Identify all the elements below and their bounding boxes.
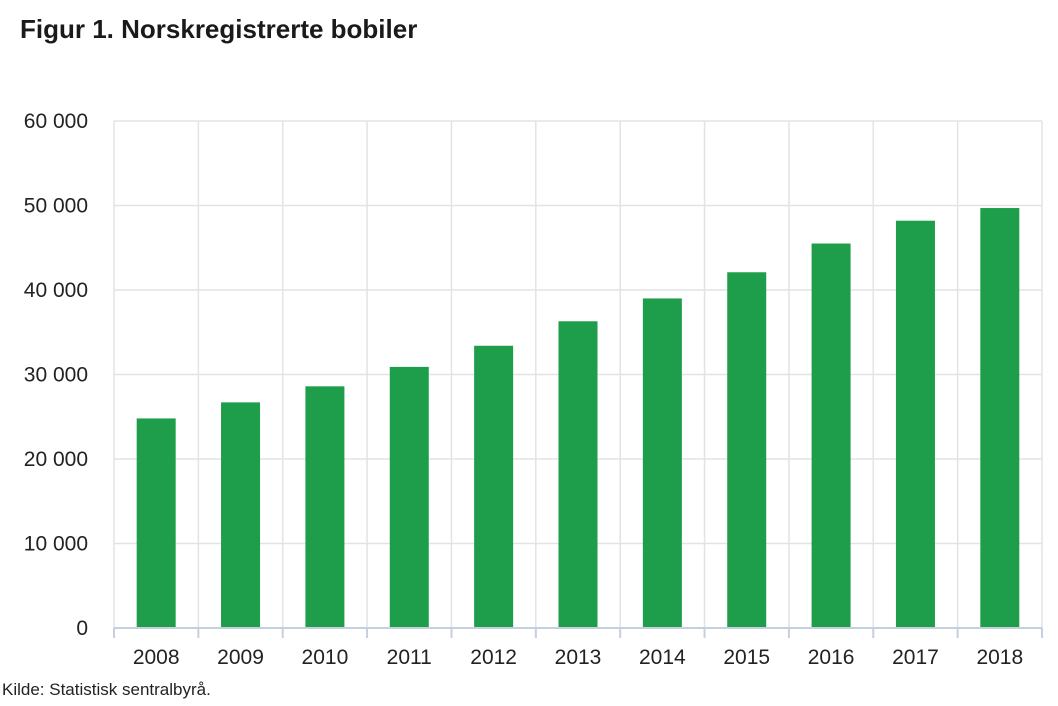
bar-2016	[811, 243, 851, 628]
bar-2011	[389, 366, 429, 628]
bar-2012	[474, 345, 514, 628]
bar-2008	[136, 418, 176, 628]
bar-2010	[305, 386, 345, 628]
bars	[136, 208, 1020, 628]
bar-2009	[221, 402, 261, 628]
x-axis	[113, 627, 1043, 638]
x-tick-label: 2011	[387, 646, 432, 669]
x-tick-label: 2009	[217, 646, 264, 669]
bar-2013	[558, 321, 598, 628]
y-tick-labels: 0 10 000 20 000 30 000 40 000 50 000 60 000	[24, 110, 88, 640]
y-tick-label: 50 000	[24, 195, 88, 218]
bar-2014	[642, 298, 682, 628]
x-tick-label: 2015	[723, 646, 770, 669]
x-tick-labels: 2008 2009 2010 2011 2012 2013 2014 2015 2016 2017…	[133, 646, 1023, 669]
x-tick-label: 2014	[639, 646, 686, 669]
x-tick-label: 2016	[808, 646, 855, 669]
x-tick-label: 2018	[976, 646, 1023, 669]
bar-2018	[980, 208, 1020, 628]
bar-2017	[895, 220, 935, 628]
y-tick-label: 0	[76, 617, 88, 640]
y-tick-label: 20 000	[24, 448, 88, 471]
y-tick-label: 30 000	[24, 364, 88, 387]
y-tick-label: 60 000	[24, 110, 88, 133]
source-note: Kilde: Statistisk sentralbyrå.	[2, 680, 211, 699]
x-tick-label: 2008	[133, 646, 180, 669]
y-tick-label: 10 000	[24, 533, 88, 556]
bar-2015	[727, 272, 767, 628]
y-tick-label: 40 000	[24, 279, 88, 302]
chart-title: Figur 1. Norskregistrerte bobiler	[20, 14, 418, 44]
x-tick-label: 2010	[302, 646, 349, 669]
x-tick-label: 2013	[555, 646, 602, 669]
x-tick-label: 2012	[470, 646, 517, 669]
x-tick-label: 2017	[892, 646, 939, 669]
